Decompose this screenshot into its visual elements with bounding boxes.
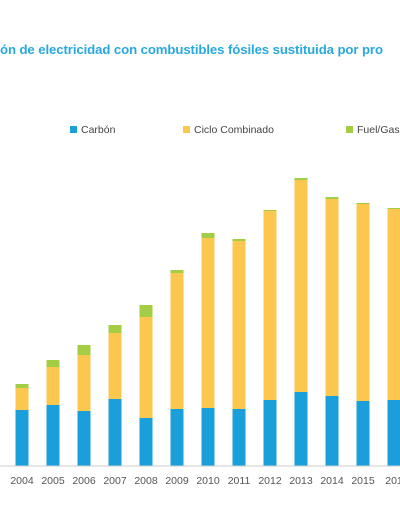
bar-2013-series-1: [294, 392, 308, 466]
bar-2015-series-2: [356, 204, 370, 401]
x-tick-2014: 2014: [320, 475, 344, 487]
x-tick-2006: 2006: [72, 475, 96, 487]
x-tick-2007: 2007: [103, 475, 127, 487]
bar-2006-series-1: [77, 411, 91, 466]
x-tick-2005: 2005: [41, 475, 65, 487]
bar-2007-series-2: [108, 333, 122, 399]
bar-2008-series-2: [139, 317, 153, 418]
x-tick-2013: 2013: [289, 475, 313, 487]
bar-2009-series-3: [170, 270, 184, 273]
bar-2012-series-3: [263, 210, 277, 211]
bar-2011-series-3: [232, 239, 246, 241]
legend-label-3: Fuel/Gas: [357, 124, 400, 136]
bar-2010-series-2: [201, 238, 215, 408]
bar-2006-series-3: [77, 345, 91, 355]
bar-201-series-1: [387, 400, 400, 466]
bar-2008-series-3: [139, 305, 153, 317]
bar-2010-series-1: [201, 408, 215, 466]
bar-2012-series-2: [263, 211, 277, 400]
bars: [15, 178, 400, 466]
x-tick-2004: 2004: [10, 475, 34, 487]
bar-2013-series-3: [294, 178, 308, 180]
bar-2014-series-2: [325, 199, 339, 396]
legend-label-1: Carbón: [81, 124, 116, 136]
bar-201-series-2: [387, 209, 400, 400]
bar-2004-series-2: [15, 388, 29, 410]
bar-2012-series-1: [263, 400, 277, 466]
x-tick-201: 201: [385, 475, 400, 487]
legend-label-2: Ciclo Combinado: [194, 124, 274, 136]
bar-2004-series-1: [15, 410, 29, 466]
bar-2008-series-1: [139, 418, 153, 466]
legend-swatch-1: [70, 126, 77, 133]
bar-2005-series-1: [46, 405, 60, 466]
bar-2010-series-3: [201, 233, 215, 238]
bar-2011-series-1: [232, 409, 246, 466]
x-tick-labels: 0320042005200620072008200920102011201220…: [10, 475, 400, 487]
x-tick-2008: 2008: [134, 475, 158, 487]
legend: Carbón Ciclo Combinado Fuel/Gas: [70, 124, 400, 136]
bar-201-series-3: [387, 208, 400, 209]
legend-swatch-3: [346, 126, 353, 133]
bar-2005-series-3: [46, 360, 60, 367]
bar-2014-series-1: [325, 396, 339, 466]
bar-2007-series-1: [108, 399, 122, 466]
x-tick-2011: 2011: [228, 475, 251, 487]
bar-2005-series-2: [46, 367, 60, 405]
bar-2015-series-3: [356, 203, 370, 204]
x-tick-2015: 2015: [351, 475, 375, 487]
bar-2013-series-2: [294, 180, 308, 392]
bar-2014-series-3: [325, 197, 339, 199]
bar-2009-series-2: [170, 273, 184, 409]
bar-2004-series-3: [15, 384, 29, 388]
x-tick-2012: 2012: [258, 475, 282, 487]
bar-2015-series-1: [356, 401, 370, 466]
bar-2007-series-3: [108, 325, 122, 333]
bar-2006-series-2: [77, 355, 91, 411]
bar-2011-series-2: [232, 241, 246, 409]
x-tick-2010: 2010: [196, 475, 220, 487]
legend-swatch-2: [183, 126, 190, 133]
x-tick-2009: 2009: [165, 475, 189, 487]
bar-2009-series-1: [170, 409, 184, 466]
chart-title: ón de electricidad con combustibles fósi…: [0, 42, 383, 57]
